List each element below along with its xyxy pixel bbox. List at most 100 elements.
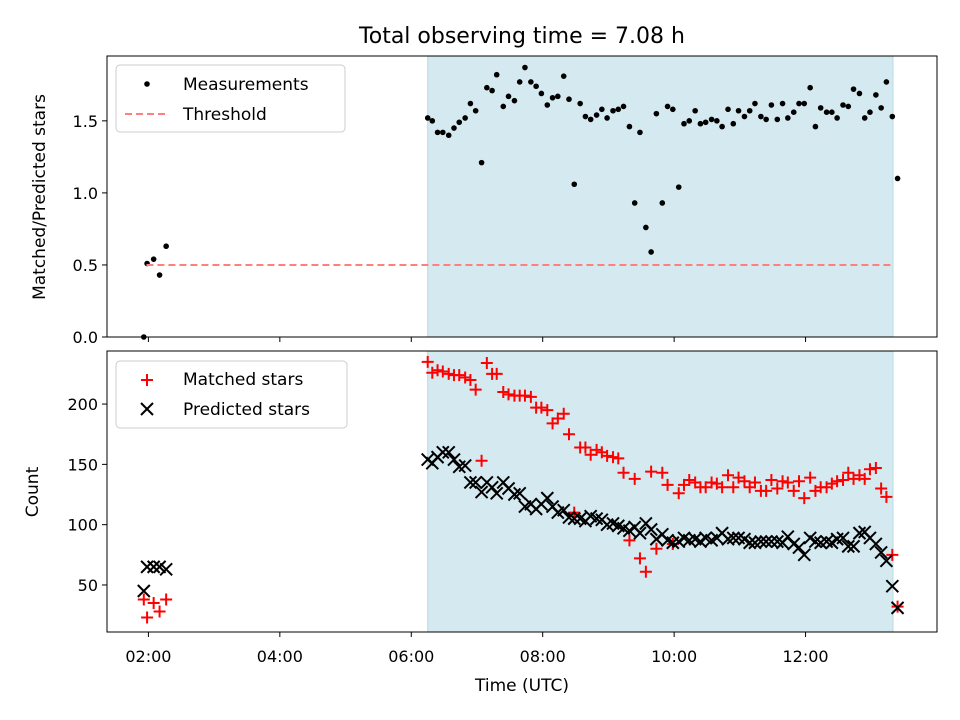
matched-point — [880, 490, 893, 503]
predicted-point — [540, 491, 555, 505]
predicted-point — [890, 601, 905, 615]
measurement-point — [686, 118, 693, 124]
legend-label-measurements: Measurements — [183, 75, 309, 95]
measurement-point — [889, 113, 896, 120]
observing-span — [427, 55, 894, 338]
count-panel: 02:00 04:00 06:00 08:00 10:00 12:00 50 100 150 20… — [67, 350, 938, 666]
predicted-point — [726, 531, 740, 545]
y-axis-label-count: Count — [23, 466, 43, 517]
measurement-point — [429, 118, 436, 124]
measurement-point — [840, 102, 846, 108]
matched-point — [541, 404, 554, 417]
measurement-point — [511, 97, 518, 104]
measurement-point — [878, 105, 884, 111]
predicted-point — [759, 534, 773, 549]
matched-point — [453, 369, 466, 382]
x-axis-label: Time (UTC) — [474, 676, 569, 696]
measurement-point — [883, 79, 890, 85]
legend-marker-matched — [141, 374, 153, 386]
matched-point — [787, 484, 800, 497]
measurement-point — [653, 110, 660, 117]
predicted-point — [146, 560, 161, 574]
measurement-point — [604, 115, 610, 121]
measurement-point — [894, 175, 901, 182]
x-tick-label: 12:00 — [783, 647, 829, 666]
legend-frame — [115, 64, 346, 133]
measurement-point — [643, 224, 649, 231]
measurement-point — [462, 115, 468, 121]
matched-point — [875, 482, 888, 495]
y-tick-label: 1.5 — [73, 112, 98, 131]
matched-point — [557, 407, 570, 420]
matched-point — [490, 367, 503, 380]
measurement-point — [719, 123, 725, 130]
measurement-point — [587, 116, 594, 123]
predicted-point — [447, 452, 461, 467]
measurement-point — [467, 100, 474, 107]
matched-point — [153, 605, 166, 618]
predicted-point — [846, 539, 861, 554]
measurement-point — [730, 120, 737, 127]
measurement-point — [451, 125, 457, 131]
measurement-point — [763, 116, 769, 123]
measurement-point — [434, 129, 441, 136]
matched-point — [160, 593, 173, 606]
matched-point — [748, 476, 761, 489]
x-tick-label: 10:00 — [651, 647, 697, 666]
measurement-point — [163, 243, 169, 250]
measurement-point — [670, 106, 676, 113]
predicted-point — [557, 503, 571, 517]
matched-point — [656, 466, 669, 479]
matched-point — [645, 465, 658, 478]
x-tick-label: 02:00 — [125, 647, 171, 666]
matched-point — [431, 364, 444, 377]
measurement-point — [533, 83, 539, 90]
matched-point — [601, 449, 614, 462]
measurement-point — [637, 129, 643, 136]
matched-point — [661, 478, 674, 491]
measurement-point — [522, 64, 528, 71]
predicted-point — [463, 475, 478, 490]
matched-point — [442, 367, 455, 380]
predicted-point — [869, 537, 883, 551]
legend-label-predicted: Predicted stars — [183, 400, 310, 420]
predicted-point — [874, 545, 888, 560]
measurement-point — [697, 120, 704, 127]
y-tick-label: 0.5 — [73, 256, 98, 275]
matched-point — [825, 477, 838, 490]
measurement-point — [648, 249, 654, 255]
x-tick-label: 06:00 — [388, 647, 434, 666]
measurement-point — [861, 115, 868, 121]
matched-point — [607, 451, 620, 464]
measurement-point — [681, 120, 687, 127]
matched-point — [502, 388, 515, 401]
matched-point — [617, 466, 630, 479]
matched-point — [623, 534, 636, 547]
measurement-point — [714, 118, 720, 124]
measurement-point — [445, 132, 452, 139]
predicted-point — [836, 531, 850, 545]
measurement-point — [544, 102, 551, 108]
matched-point — [672, 487, 685, 500]
matched-point — [837, 474, 850, 487]
matched-point — [497, 386, 510, 399]
measurement-point — [796, 100, 802, 107]
measurement-point — [675, 184, 682, 190]
series-group — [137, 355, 905, 624]
measurement-point — [768, 102, 775, 108]
series-group — [141, 64, 901, 340]
measurement-point — [505, 93, 512, 100]
matched-point — [147, 597, 160, 610]
matched-point — [475, 454, 488, 467]
measurement-point — [489, 87, 495, 94]
measurement-point — [424, 115, 431, 121]
matched-point — [579, 441, 592, 454]
measurement-point — [156, 272, 163, 278]
measurement-point — [779, 100, 786, 107]
plot-frame — [106, 55, 938, 338]
matched-point — [628, 472, 641, 485]
predicted-point — [507, 487, 522, 502]
measurement-point — [560, 73, 567, 79]
predicted-point — [644, 522, 658, 537]
measurement-point — [725, 106, 731, 113]
